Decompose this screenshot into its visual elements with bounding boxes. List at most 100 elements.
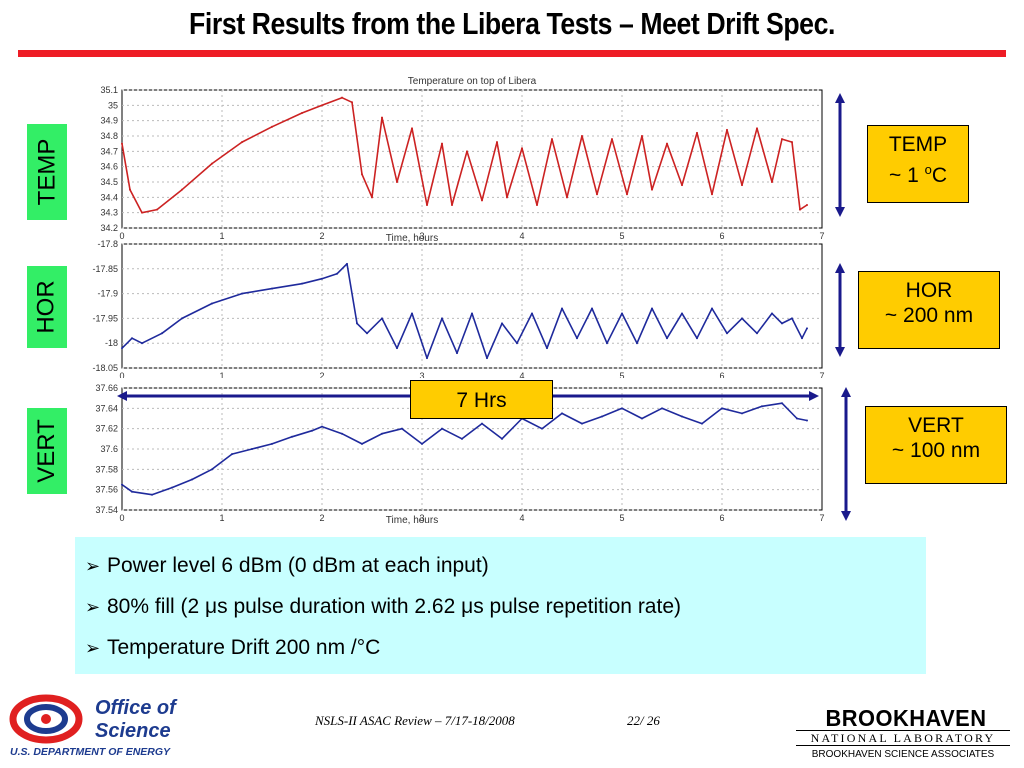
vert-y-tick-label: 37.62 xyxy=(95,424,118,434)
vert-data-point xyxy=(311,429,313,432)
hor-data-point xyxy=(756,332,758,335)
temp-data-point xyxy=(451,204,453,206)
hor-x-tick-label: 3 xyxy=(419,371,424,378)
temp-data-point xyxy=(301,112,303,114)
hor-data-point xyxy=(546,347,548,350)
vert-data-point xyxy=(661,407,663,410)
hor-data-point xyxy=(426,357,428,360)
bullet-arrow-icon: ➢ xyxy=(85,556,101,576)
hor-x-tick-label: 1 xyxy=(219,371,224,378)
hor-data-point xyxy=(741,317,743,320)
temp-y-tick-label: 34.7 xyxy=(100,146,118,156)
bullet-item: ➢ 80% fill (2 μs pulse duration with 2.62… xyxy=(85,586,916,627)
vert-x-tick-label: 2 xyxy=(319,513,324,523)
vert-x-axis-label: Time, hours xyxy=(386,515,438,526)
temp-data-point xyxy=(361,173,363,176)
title-underline xyxy=(18,50,1006,57)
vert-x-tick-label: 1 xyxy=(219,513,224,523)
vert-callout-value: ~ 100 nm xyxy=(891,439,981,462)
temp-callout-title: TEMP xyxy=(888,133,948,156)
hor-callout-value: ~ 200 nm xyxy=(884,304,974,327)
vert-data-point xyxy=(601,415,603,418)
bullet-arrow-icon: ➢ xyxy=(85,638,101,658)
temp-data-point xyxy=(211,162,213,165)
temp-data-point xyxy=(611,138,613,141)
vert-data-point xyxy=(721,407,723,410)
hor-callout-title: HOR xyxy=(905,279,953,302)
hor-data-point xyxy=(516,342,518,345)
vert-data-point xyxy=(781,402,783,405)
vert-callout-title: VERT xyxy=(908,414,964,437)
vert-data-point xyxy=(806,419,808,422)
temp-x-tick-label: 4 xyxy=(519,231,524,241)
hor-data-point xyxy=(181,317,183,320)
temp-data-point xyxy=(466,150,468,153)
hor-y-tick-label: -17.85 xyxy=(92,264,118,274)
hor-data-point xyxy=(781,322,783,325)
vert-x-tick-label: 4 xyxy=(519,513,524,523)
temp-y-tick-label: 35.1 xyxy=(100,85,118,95)
horizontal-position-plot: 0 1 2 3 4 5 6 7 -17.8 -17.85 -17.9 -17.95 -18 -18.05 xyxy=(92,239,824,378)
vert-data-point xyxy=(361,442,363,445)
temp-data-point xyxy=(121,142,123,145)
temp-y-tick-label: 34.8 xyxy=(100,131,118,141)
hor-data-point xyxy=(681,312,683,315)
vert-data-point xyxy=(321,425,323,428)
vert-y-tick-label: 37.56 xyxy=(95,485,118,495)
hor-data-point xyxy=(471,312,473,315)
hor-callout: HOR ~ 200 nm xyxy=(858,271,1000,349)
temp-data-point xyxy=(566,196,568,199)
hor-data-point xyxy=(501,322,503,325)
hor-data-point xyxy=(346,262,348,265)
vert-data-point xyxy=(641,417,643,420)
vert-data-point xyxy=(541,427,543,430)
temp-data-point xyxy=(341,96,343,99)
temp-data-point xyxy=(581,135,583,137)
temp-data-point xyxy=(271,125,273,128)
hor-x-tick-label: 0 xyxy=(119,371,124,378)
temp-data-point xyxy=(481,199,483,202)
bullet-item: ➢ Power level 6 dBm (0 dBm at each input) xyxy=(85,545,916,586)
temp-x-tick-label: 3 xyxy=(419,231,424,241)
vert-data-point xyxy=(481,422,483,425)
vert-x-tick-label: 0 xyxy=(119,513,124,523)
temperature-plot: 0 1 2 3 4 5 6 7 34.2 34.3 34.4 34.5 34.6 34.7 34.8 34.9… xyxy=(100,76,824,244)
office-of-science-logo: Office of Science U.S. DEPARTMENT OF ENE… xyxy=(9,694,178,758)
vert-data-point xyxy=(621,407,623,410)
temp-data-point xyxy=(381,116,383,119)
hor-data-point xyxy=(411,312,413,315)
vert-data-point xyxy=(561,412,563,415)
temp-plot-frame xyxy=(121,89,823,229)
hor-data-point xyxy=(321,277,323,280)
hor-data-point xyxy=(591,307,593,310)
vert-data-point xyxy=(421,442,423,445)
temp-data-point xyxy=(551,138,553,141)
temp-data-point xyxy=(181,188,183,191)
hor-data-point xyxy=(121,347,123,350)
vert-data-point xyxy=(191,478,193,481)
temp-data-point xyxy=(426,204,428,206)
temp-data-point xyxy=(441,142,443,145)
vert-data-point xyxy=(271,442,273,445)
temp-y-tick-label: 34.9 xyxy=(100,116,118,126)
temp-y-tick-label: 34.6 xyxy=(100,162,118,172)
temp-plot-title: Temperature on top of Libera xyxy=(408,76,537,87)
vert-y-tick-label: 37.6 xyxy=(100,444,118,454)
temp-data-point xyxy=(651,188,653,191)
hor-data-point xyxy=(726,332,728,335)
vert-data-point xyxy=(151,493,153,496)
vert-data-point xyxy=(121,483,123,486)
vert-data-point xyxy=(701,422,703,425)
vert-data-point xyxy=(381,432,383,435)
brookhaven-logo-subtitle: NATIONAL LABORATORY xyxy=(796,730,1010,746)
temp-callout-value: ~ 1 oC xyxy=(888,162,948,187)
temp-data-point xyxy=(681,184,683,187)
hor-data-point xyxy=(666,337,668,340)
vert-x-tick-label: 6 xyxy=(719,513,724,523)
hor-data-point xyxy=(366,332,368,335)
temp-data-point xyxy=(806,204,808,206)
temp-data-point xyxy=(521,147,523,150)
temp-data-point xyxy=(496,141,498,144)
hor-data-point xyxy=(271,287,273,290)
bullet-arrow-icon: ➢ xyxy=(85,597,101,617)
